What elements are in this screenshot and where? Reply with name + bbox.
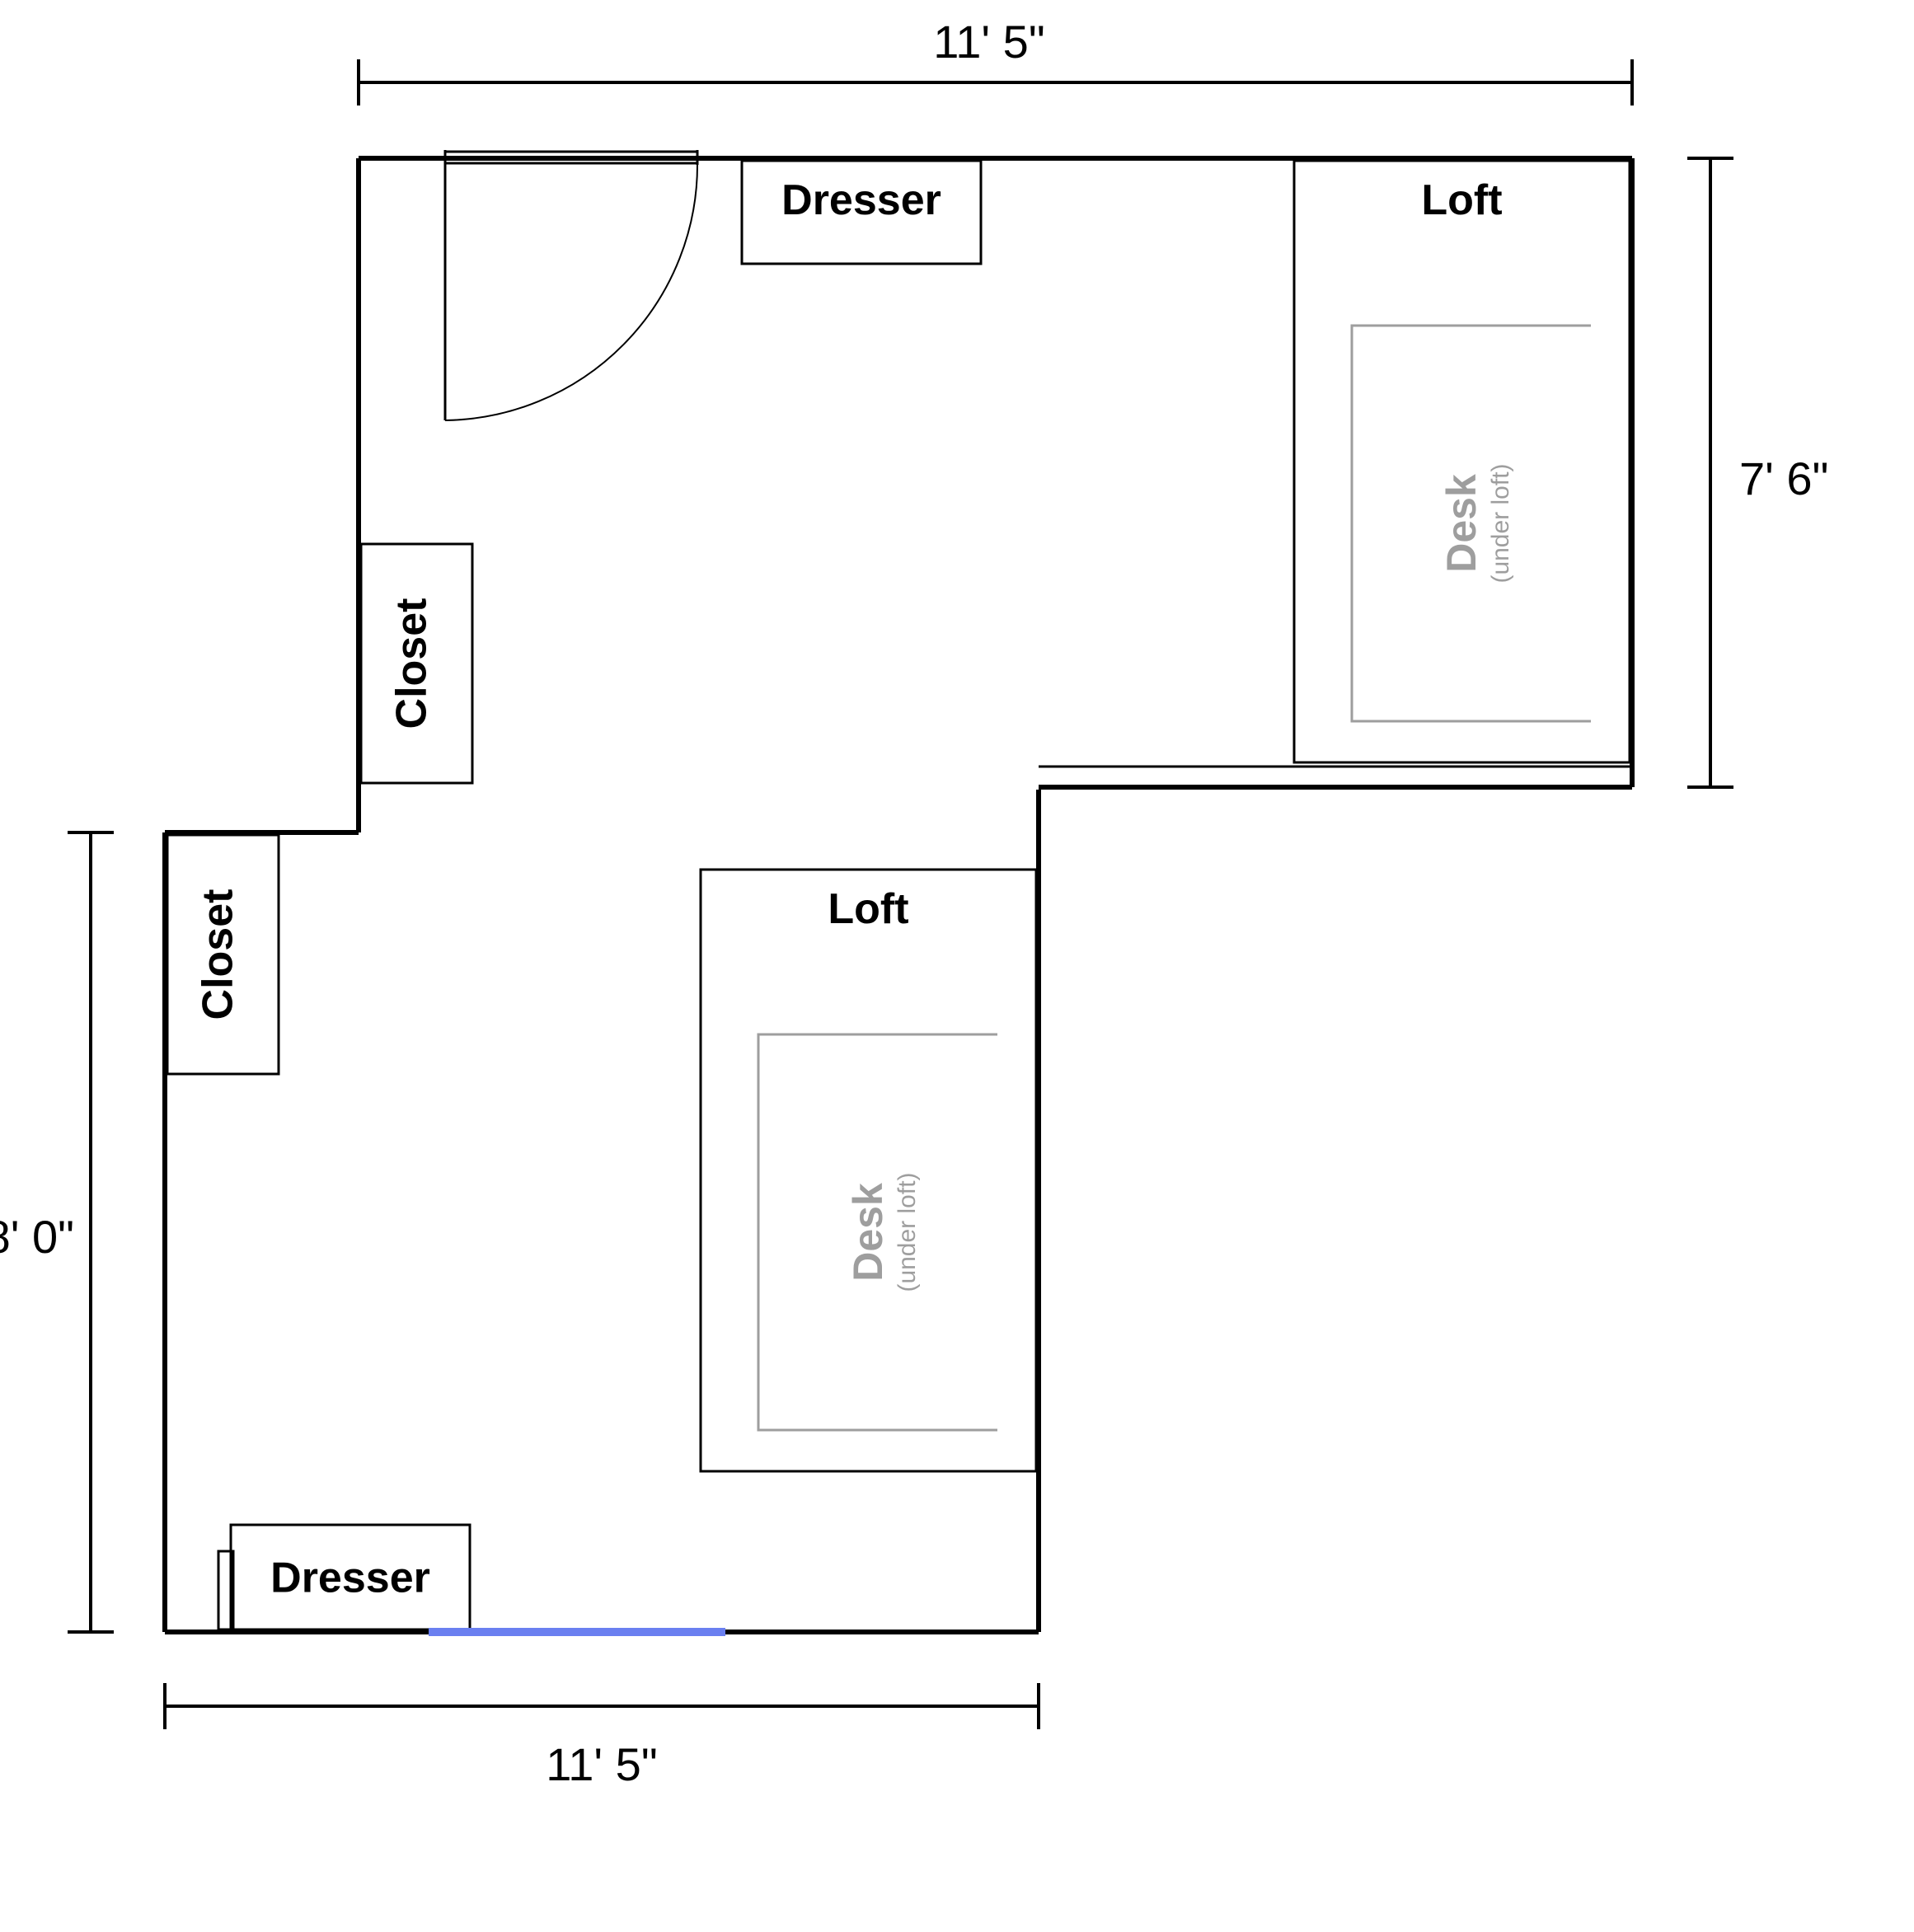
loft-lower: Loft [701, 870, 1036, 1471]
loft-upper: Loft [1294, 161, 1630, 762]
dresser-top: Dresser [742, 161, 981, 264]
dim-bottom: 11' 5" [165, 1683, 1039, 1790]
desk-lower: Desk(under loft) [758, 1034, 997, 1430]
dresser-bottom: Dresser [231, 1525, 470, 1630]
desk-lower-label: Desk [845, 1183, 891, 1282]
thin-lines [445, 150, 1632, 767]
dim-right-label: 7' 6" [1739, 453, 1828, 504]
desk-upper: Desk(under loft) [1352, 326, 1591, 721]
loft-upper-label: Loft [1421, 176, 1502, 224]
dresser-top-label: Dresser [781, 176, 941, 224]
dim-left: 8' 0" [0, 832, 114, 1632]
dim-right: 7' 6" [1687, 158, 1828, 787]
desk-upper-label: Desk [1438, 474, 1485, 573]
furniture: Dresser Closet Closet Dresser Loft Loft [167, 161, 1630, 1630]
dim-left-label: 8' 0" [0, 1211, 74, 1263]
dresser-bottom-label: Dresser [270, 1555, 430, 1602]
dim-bottom-label: 11' 5" [546, 1738, 657, 1790]
closet-upper: Closet [361, 544, 472, 783]
closet-upper-label: Closet [387, 598, 435, 729]
desk-lower-sublabel: (under loft) [894, 1172, 921, 1292]
closet-lower-label: Closet [194, 889, 242, 1020]
dim-top-label: 11' 5" [933, 16, 1044, 68]
door [445, 165, 697, 420]
dim-top: 11' 5" [359, 16, 1632, 106]
desk-upper-sublabel: (under loft) [1487, 463, 1514, 583]
loft-lower-label: Loft [828, 885, 908, 933]
desks: Desk(under loft)Desk(under loft) [758, 326, 1591, 1430]
closet-lower: Closet [167, 835, 279, 1074]
